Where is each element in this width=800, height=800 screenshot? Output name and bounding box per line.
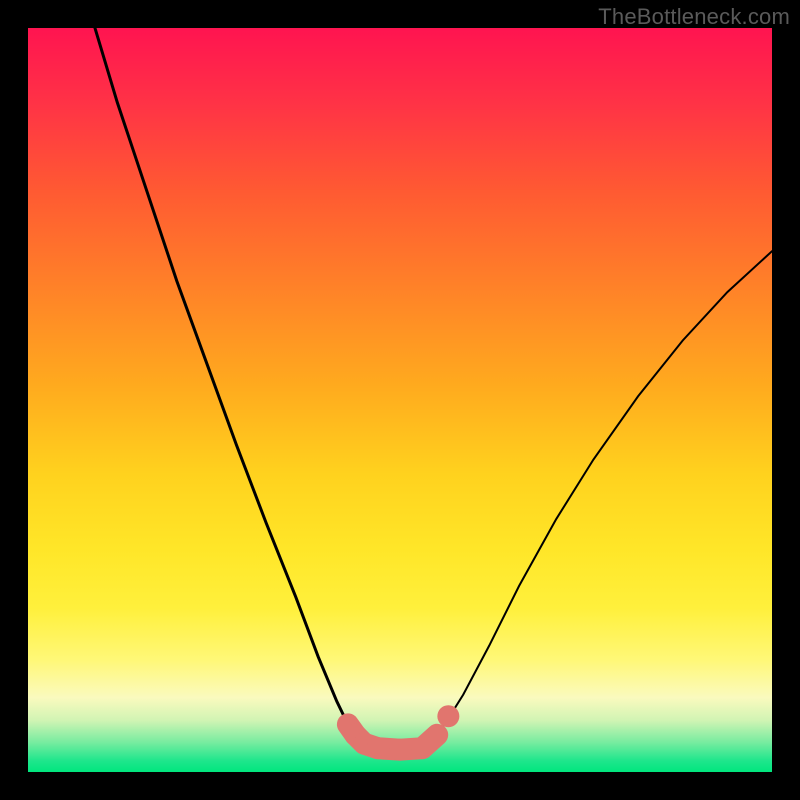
watermark-text: TheBottleneck.com [598,4,790,30]
bottleneck-chart [0,0,800,800]
plot-background [28,28,772,772]
bottom-marker-dot [437,705,459,727]
bottom-marker-segment [422,735,437,748]
chart-stage: TheBottleneck.com [0,0,800,800]
